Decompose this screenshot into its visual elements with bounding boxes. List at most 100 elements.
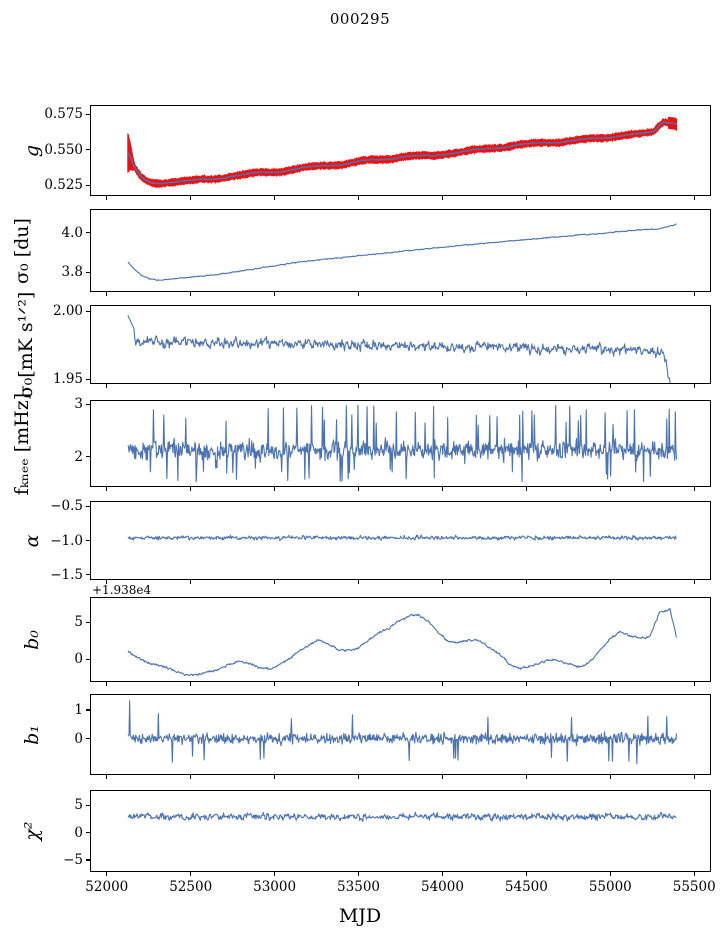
x-tick-mark <box>106 196 108 200</box>
plot-sigma0_mK <box>91 306 710 383</box>
x-tick-mark <box>274 682 276 686</box>
x-tick-mark <box>274 580 276 584</box>
x-tick-mark <box>609 292 611 296</box>
y-tick-mark <box>86 403 90 405</box>
x-tick-label: 52500 <box>169 879 213 895</box>
x-tick-mark <box>274 384 276 388</box>
y-tick-label: 3 <box>74 396 83 413</box>
x-tick-mark <box>693 580 695 584</box>
x-tick-mark <box>190 872 192 876</box>
y-tick-label: 0 <box>74 730 83 747</box>
x-tick-mark <box>190 580 192 584</box>
y-tick-label: −0.5 <box>50 498 83 515</box>
x-tick-mark <box>190 292 192 296</box>
series-b1 <box>128 701 677 764</box>
x-tick-mark <box>357 580 360 584</box>
y-tick-label: 4.0 <box>61 224 83 241</box>
y-tick-label: 3.8 <box>61 264 83 281</box>
x-tick-mark <box>525 872 527 876</box>
y-tick-mark <box>86 310 90 312</box>
x-tick-mark <box>106 487 108 491</box>
x-tick-mark <box>190 487 192 491</box>
x-tick-mark <box>609 384 611 388</box>
x-tick-mark <box>106 580 108 584</box>
x-tick-mark <box>609 775 611 779</box>
panel-sigma0-mk <box>90 305 711 384</box>
x-tick-mark <box>357 384 360 388</box>
y-tick-mark <box>86 709 90 711</box>
x-tick-label: 54000 <box>420 879 464 895</box>
x-tick-mark <box>357 292 360 296</box>
x-tick-mark <box>106 775 108 779</box>
gain-error-band <box>127 116 678 189</box>
panel-chi2 <box>90 790 711 872</box>
x-tick-mark <box>609 682 611 686</box>
series-sigma0_mK <box>128 315 677 383</box>
x-tick-mark <box>693 682 695 686</box>
y-tick-label: 5 <box>74 614 83 631</box>
x-tick-mark <box>190 384 192 388</box>
b0-offset-text: +1.938e4 <box>92 583 152 597</box>
x-tick-mark <box>190 196 192 200</box>
y-tick-mark <box>86 738 90 740</box>
x-tick-mark <box>693 384 695 388</box>
x-tick-label: 55000 <box>588 879 632 895</box>
y-tick-label: 1 <box>74 701 83 718</box>
x-tick-mark <box>525 384 527 388</box>
y-tick-mark <box>86 859 90 861</box>
x-tick-mark <box>274 292 276 296</box>
x-tick-mark <box>441 292 443 296</box>
x-tick-mark <box>357 682 360 686</box>
x-tick-mark <box>274 487 276 491</box>
x-tick-mark <box>525 196 527 200</box>
x-tick-mark <box>525 775 527 779</box>
x-tick-label: 53500 <box>337 879 381 895</box>
y-tick-label: 2.00 <box>52 303 83 320</box>
x-tick-mark <box>106 872 108 876</box>
y-tick-mark <box>86 832 90 834</box>
y-tick-mark <box>86 149 90 151</box>
series-alpha <box>128 535 677 540</box>
series-gain <box>128 122 677 184</box>
x-tick-mark <box>693 196 695 200</box>
y-tick-mark <box>86 232 90 234</box>
y-tick-label: −5 <box>63 851 83 868</box>
x-tick-mark <box>609 487 611 491</box>
x-tick-mark <box>693 292 695 296</box>
panel-gain <box>90 105 711 196</box>
y-tick-label: 0.575 <box>44 106 83 123</box>
x-tick-label: 52000 <box>85 879 129 895</box>
x-tick-mark <box>441 384 443 388</box>
series-chi2 <box>128 812 677 821</box>
x-tick-mark <box>525 292 527 296</box>
y-tick-mark <box>86 456 90 458</box>
x-tick-mark <box>106 292 108 296</box>
y-tick-mark <box>86 271 90 273</box>
y-tick-mark <box>86 804 90 806</box>
y-tick-label: 5 <box>74 797 83 814</box>
x-tick-mark <box>693 872 695 876</box>
figure-title: 000295 <box>329 10 391 28</box>
y-tick-label: 0.550 <box>44 141 83 158</box>
y-tick-mark <box>86 574 90 576</box>
x-tick-mark <box>525 487 527 491</box>
x-tick-mark <box>609 196 611 200</box>
x-tick-mark <box>274 872 276 876</box>
y-tick-label: 0 <box>74 651 83 668</box>
x-tick-mark <box>190 682 192 686</box>
y-tick-mark <box>86 658 90 660</box>
y-tick-mark <box>86 378 90 380</box>
x-tick-mark <box>357 872 360 876</box>
panel-alpha <box>90 501 711 580</box>
x-tick-mark <box>357 487 360 491</box>
y-tick-label: 0 <box>74 824 83 841</box>
y-tick-label: 1.95 <box>52 371 83 388</box>
y-tick-label: −1.0 <box>50 532 83 549</box>
x-tick-mark <box>357 775 360 779</box>
series-b0 <box>128 608 677 675</box>
y-tick-label: −1.5 <box>50 566 83 583</box>
x-tick-mark <box>525 580 527 584</box>
plot-chi2 <box>91 791 710 871</box>
y-axis-label-chi2: χ² <box>21 821 43 841</box>
